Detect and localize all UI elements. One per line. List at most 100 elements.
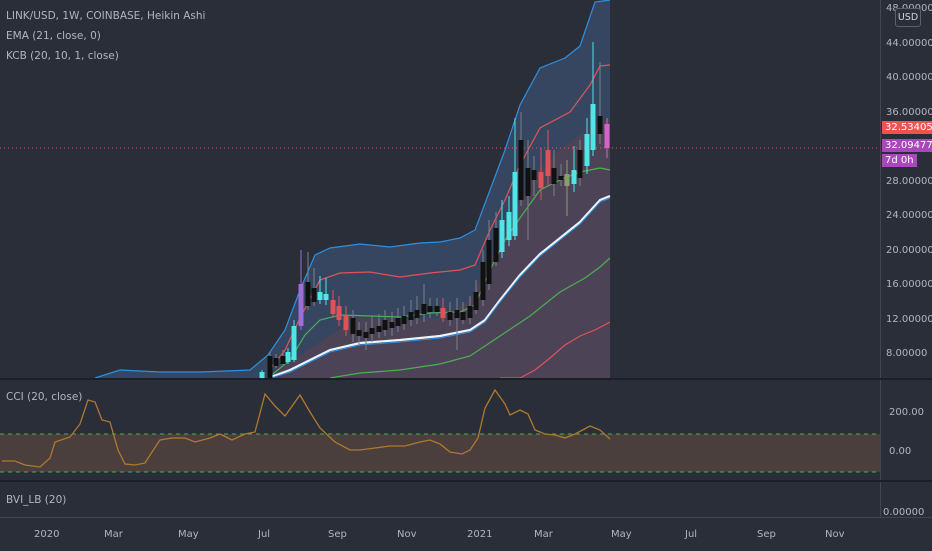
candle-body — [343, 316, 349, 330]
candle-body — [538, 172, 544, 188]
cci-axis[interactable]: 200.00 0.00 — [880, 380, 932, 480]
candle-body — [414, 310, 420, 318]
candle-body — [298, 284, 304, 326]
candle-body — [408, 312, 414, 320]
candle-body — [454, 310, 460, 318]
price-tick: 40.00000 — [886, 72, 932, 83]
candle-body — [291, 326, 297, 360]
candle-body — [499, 220, 505, 252]
ema-legend[interactable]: EMA (21, close, 0) — [6, 30, 101, 42]
candle-body — [506, 212, 512, 240]
candle-body — [363, 332, 369, 338]
candle-body — [480, 262, 486, 300]
bvi-axis[interactable]: 0.00000 — [880, 482, 932, 518]
cci-legend[interactable]: CCI (20, close) — [6, 391, 83, 403]
candle-body — [473, 292, 479, 310]
bvi-tick: 0.00000 — [883, 507, 925, 518]
candle-body — [564, 174, 570, 186]
candle-body — [486, 240, 492, 284]
candle-body — [280, 356, 286, 364]
price-tick: 28.00000 — [886, 176, 932, 187]
price-tick: 8.00000 — [886, 348, 928, 359]
time-label: 2020 — [34, 529, 60, 540]
price-chart-pane[interactable]: LINK/USD, 1W, COINBASE, Heikin Ashi EMA … — [0, 0, 880, 380]
keltner-bottom-band — [329, 257, 611, 379]
time-label: May — [178, 529, 199, 540]
cci-chart-canvas[interactable] — [0, 380, 880, 480]
bar-countdown-badge: 7d 0h — [882, 154, 917, 167]
candle-body — [330, 300, 336, 314]
candle-body — [604, 124, 610, 148]
candle-body — [493, 228, 499, 262]
kcb-legend[interactable]: KCB (20, 10, 1, close) — [6, 50, 119, 62]
time-label: 2021 — [467, 529, 493, 540]
symbol-legend[interactable]: LINK/USD, 1W, COINBASE, Heikin Ashi — [6, 10, 206, 22]
time-label: Nov — [825, 529, 845, 540]
pane-separator[interactable] — [0, 378, 932, 380]
candle-body — [395, 318, 401, 326]
time-label: Sep — [328, 529, 347, 540]
candle-body — [267, 356, 273, 378]
candle-body — [336, 306, 342, 320]
cci-pane[interactable]: CCI (20, close) — [0, 380, 880, 480]
time-label: Nov — [397, 529, 417, 540]
candle-body — [467, 306, 473, 318]
candle-body — [551, 168, 557, 184]
candle-body — [525, 168, 531, 196]
price-tick: 24.00000 — [886, 210, 932, 221]
price-chart-canvas[interactable] — [0, 0, 880, 380]
time-label: May — [611, 529, 632, 540]
candle-body — [356, 330, 362, 336]
time-label: Mar — [534, 529, 553, 540]
candle-body — [545, 150, 551, 176]
candle-body — [558, 176, 564, 180]
candle-body — [369, 328, 375, 334]
candle-body — [584, 134, 590, 166]
cci-band-fill — [0, 434, 880, 472]
candle-body — [285, 352, 291, 362]
candle-body — [597, 116, 603, 134]
cci-line — [2, 388, 611, 468]
candle-series — [259, 42, 610, 378]
cci-tick: 0.00 — [889, 446, 912, 457]
candle-body — [434, 306, 440, 312]
price-tick: 36.00000 — [886, 107, 932, 118]
keltner-lower-band — [500, 321, 611, 379]
candle-body — [440, 308, 446, 318]
candle-body — [518, 140, 524, 200]
candle-body — [350, 318, 356, 334]
candle-body — [317, 292, 323, 300]
time-axis[interactable]: 2020 Mar May Jul Sep Nov 2021 Mar May Ju… — [0, 517, 932, 551]
currency-button[interactable]: USD — [895, 8, 921, 27]
bvi-pane[interactable]: BVI_LB (20) — [0, 482, 880, 516]
candle-body — [577, 150, 583, 178]
price-tick: 16.00000 — [886, 279, 932, 290]
time-label: Jul — [258, 529, 271, 540]
candle-body — [376, 326, 382, 332]
candle-body — [382, 320, 388, 330]
ema-line — [267, 194, 611, 380]
candle-body — [389, 322, 395, 328]
candle-body — [401, 316, 407, 324]
candle-body — [421, 304, 427, 314]
keltner-upper-band — [94, 0, 611, 379]
pane-separator[interactable] — [0, 480, 932, 482]
candle-body — [571, 170, 577, 184]
candle-body — [273, 358, 279, 366]
candle-body — [311, 288, 317, 302]
candle-body — [305, 282, 311, 306]
candle-body — [590, 104, 596, 150]
price-tick: 44.00000 — [886, 38, 932, 49]
candle-body — [323, 294, 329, 300]
candle-body — [447, 312, 453, 320]
candle-body — [259, 372, 265, 378]
bvi-legend[interactable]: BVI_LB (20) — [6, 494, 67, 506]
price-tick: 12.00000 — [886, 314, 932, 325]
candle-body — [460, 312, 466, 320]
last-price-badge: 32.53405 — [882, 121, 932, 134]
time-label: Jul — [685, 529, 698, 540]
price-axis[interactable]: 48.00000 44.00000 40.00000 36.00000 28.0… — [880, 0, 932, 378]
cci-tick: 200.00 — [889, 407, 924, 418]
time-label: Sep — [757, 529, 776, 540]
time-label: Mar — [104, 529, 123, 540]
